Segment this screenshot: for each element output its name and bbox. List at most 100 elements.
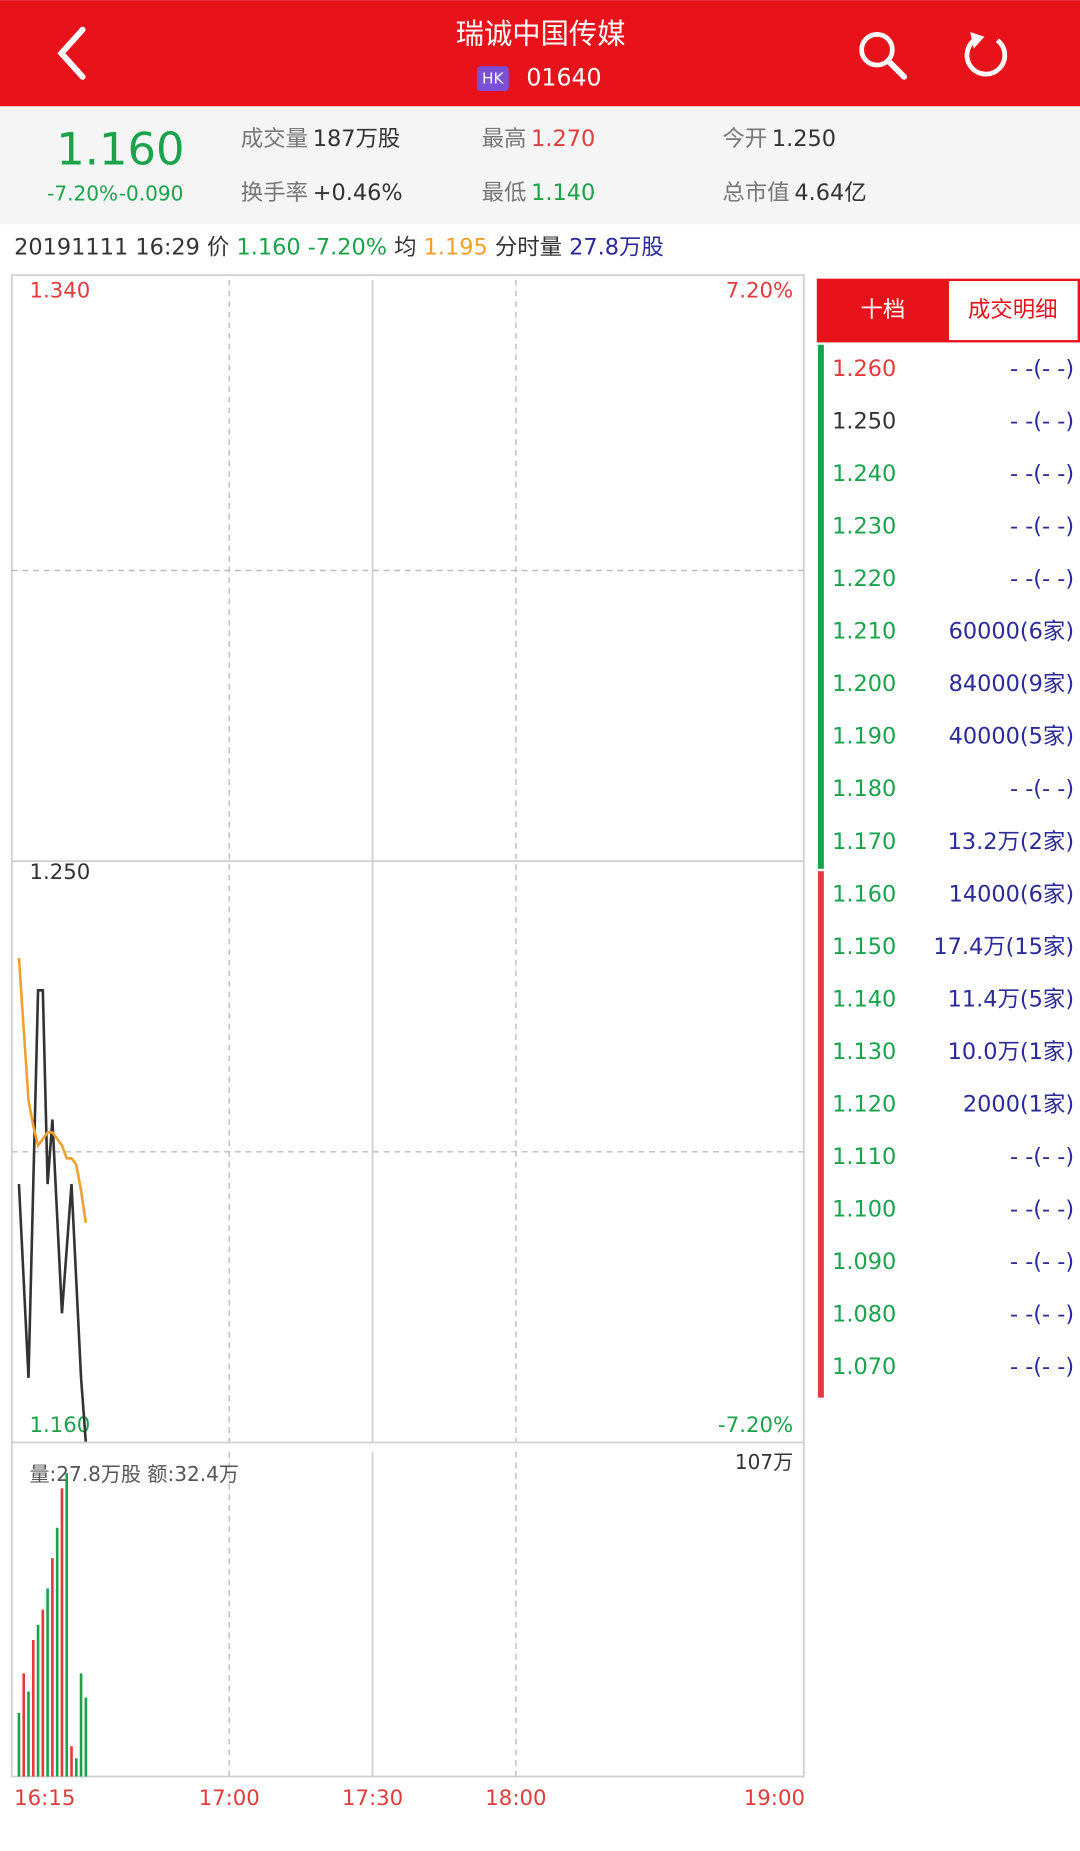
order-book: 十档 成交明细 1.260 - -(- -) 1.250 - -(- -) 1.240 -… — [816, 278, 1080, 1398]
info-avg-label: 均 — [394, 234, 416, 260]
stat-value: 1.250 — [772, 126, 836, 152]
volume-bar — [70, 1746, 73, 1777]
tab-ten-levels[interactable]: 十档 — [860, 297, 905, 323]
volume-bar — [17, 1712, 21, 1777]
y-tick-label: 1.160 — [30, 1413, 91, 1438]
x-tick-label: 18:00 — [485, 1786, 546, 1811]
side-bar — [817, 871, 824, 1398]
stat-label: 今开 — [722, 126, 767, 152]
book-volume: - -(- -) — [1010, 1196, 1074, 1222]
info-datetime: 20191111 16:29 — [14, 234, 200, 260]
book-price: 1.170 — [832, 829, 896, 855]
book-price: 1.240 — [832, 461, 896, 487]
book-volume: - -(- -) — [1010, 1249, 1074, 1275]
volume-bar — [51, 1558, 54, 1777]
volume-bar — [79, 1673, 83, 1777]
book-volume: - -(- -) — [1010, 566, 1074, 592]
tab-bg — [946, 278, 1080, 343]
book-price: 1.130 — [832, 1039, 896, 1065]
info-volume-label: 分时量 — [495, 234, 562, 260]
book-volume: 10.0万(1家) — [948, 1039, 1074, 1065]
book-volume: 60000(6家) — [949, 619, 1074, 645]
info-volume: 27.8万股 — [569, 234, 664, 260]
info-price-label: 价 — [207, 234, 229, 260]
book-volume: - -(- -) — [1010, 776, 1074, 802]
search-button[interactable] — [859, 31, 908, 80]
quote-stats: 成交量 187万股 最高 1.270 今开 1.250 换手率 +0.46% 最低 1.140 总市… — [241, 126, 867, 206]
book-price: 1.260 — [832, 356, 896, 382]
quote-panel — [0, 106, 1080, 225]
y2-tick-label: -7.20% — [718, 1413, 793, 1438]
x-tick-label: 17:00 — [199, 1786, 260, 1811]
stat-label: 最高 — [482, 126, 527, 152]
stat-value: 1.140 — [531, 180, 595, 206]
book-price: 1.110 — [832, 1144, 896, 1170]
info-price: 1.160 — [236, 234, 300, 260]
x-tick-label: 19:00 — [744, 1786, 805, 1811]
book-volume: 13.2万(2家) — [948, 829, 1074, 855]
info-avg: 1.195 — [424, 234, 488, 260]
book-volume: - -(- -) — [1010, 1302, 1074, 1328]
volume-bar — [46, 1588, 49, 1777]
y2-tick-label: 7.20% — [726, 279, 793, 304]
stat-value: 4.64亿 — [794, 180, 866, 206]
tab-bg — [816, 278, 948, 343]
stock-code: 01640 — [526, 64, 601, 92]
side-bar — [817, 344, 824, 869]
book-price: 1.190 — [832, 724, 896, 750]
volume-bar — [22, 1673, 26, 1777]
book-volume: - -(- -) — [1010, 409, 1074, 435]
stat-value: +0.46% — [313, 180, 403, 206]
book-price: 1.150 — [832, 934, 896, 960]
book-price: 1.070 — [832, 1354, 896, 1380]
book-price: 1.080 — [832, 1302, 896, 1328]
book-volume: 11.4万(5家) — [948, 986, 1074, 1012]
volume-bar — [84, 1697, 88, 1777]
book-volume: - -(- -) — [1010, 461, 1074, 487]
stat-label: 换手率 — [241, 180, 308, 206]
stat-value: 1.270 — [531, 126, 595, 152]
back-button[interactable] — [57, 26, 86, 80]
volume-bar — [36, 1624, 40, 1777]
last-price: 1.160 — [56, 122, 184, 175]
book-volume: - -(- -) — [1010, 356, 1074, 382]
book-price: 1.200 — [832, 671, 896, 697]
book-price: 1.160 — [832, 881, 896, 907]
header-bar — [0, 0, 1080, 107]
book-price: 1.090 — [832, 1249, 896, 1275]
volume-bar — [31, 1640, 35, 1777]
book-volume: - -(- -) — [1010, 514, 1074, 540]
chart-frame — [10, 274, 805, 1778]
book-price: 1.100 — [832, 1196, 896, 1222]
book-volume: 14000(6家) — [949, 881, 1074, 907]
y-tick-label: 1.340 — [30, 279, 91, 304]
x-tick-label: 17:30 — [342, 1786, 403, 1811]
volume-bar — [55, 1527, 59, 1777]
change-amount: -0.090 — [119, 181, 184, 205]
book-price: 1.120 — [832, 1091, 896, 1117]
info-change-pct: -7.20% — [308, 234, 387, 260]
volume-annotation: 量:27.8万股 额:32.4万 — [30, 1462, 239, 1486]
volume-bar — [60, 1488, 64, 1777]
book-price: 1.180 — [832, 776, 896, 802]
book-volume: 40000(5家) — [949, 724, 1074, 750]
info-line: 20191111 16:29 价 1.160 -7.20% 均 1.195 分时量 27.8万… — [14, 234, 664, 260]
book-price: 1.210 — [832, 619, 896, 645]
book-price: 1.220 — [832, 566, 896, 592]
book-volume: - -(- -) — [1010, 1354, 1074, 1380]
x-tick-label: 16:15 — [14, 1786, 75, 1811]
refresh-button[interactable] — [964, 31, 1008, 77]
change-pct: -7.20% — [47, 181, 118, 205]
volume-bar — [74, 1758, 78, 1777]
stat-label: 成交量 — [241, 126, 308, 152]
price-line — [17, 989, 88, 1443]
book-price: 1.250 — [832, 409, 896, 435]
price-line — [17, 957, 88, 1224]
volume-bar — [27, 1691, 30, 1777]
book-volume: 84000(9家) — [949, 671, 1074, 697]
market-badge: HK — [482, 70, 505, 88]
y-tick-label: 1.250 — [30, 860, 91, 885]
book-volume: 2000(1家) — [963, 1091, 1074, 1117]
tab-trade-detail[interactable]: 成交明细 — [968, 297, 1058, 323]
